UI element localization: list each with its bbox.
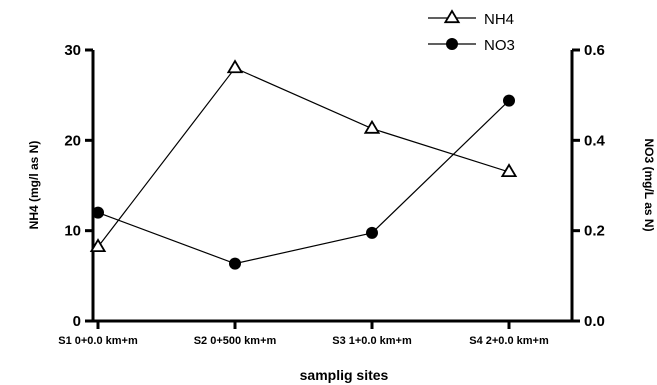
legend-marker	[443, 9, 461, 24]
series-line-no3	[97, 100, 510, 265]
y-left-tick-label: 30	[64, 42, 81, 59]
series-no3	[92, 94, 515, 270]
legend-item-nh4: NH4	[428, 9, 514, 28]
x-tick-label: S3 1+0.0 km+m	[332, 335, 412, 347]
y-left-tick-label: 20	[64, 132, 81, 149]
axes	[91, 50, 574, 323]
legend-marker	[446, 38, 458, 50]
data-point-no3	[229, 257, 241, 270]
ticks: 0 10 20 30 0.0 0.2 0.4 0.6 S1 0+0.0 km+m S2 0+500…	[58, 42, 605, 347]
legend-label: NH4	[484, 11, 514, 28]
y-left-axis-title: NH4 (mg/l as N)	[27, 141, 41, 230]
y-right-tick-label: 0.6	[584, 42, 605, 59]
series-line-nh4	[97, 67, 510, 248]
series-layer	[89, 59, 518, 270]
data-point-no3	[366, 226, 378, 239]
data-point-no3	[92, 206, 104, 219]
data-point-nh4	[363, 119, 381, 134]
data-point-nh4	[226, 59, 244, 74]
y-right-tick-label: 0.4	[584, 132, 606, 149]
data-point-no3	[503, 94, 515, 107]
y-right-tick-label: 0.0	[584, 313, 605, 330]
data-point-nh4	[500, 163, 518, 178]
x-tick-label: S1 0+0.0 km+m	[58, 335, 138, 347]
legend-item-no3: NO3	[428, 37, 515, 54]
x-tick-label: S2 0+500 km+m	[194, 335, 277, 347]
y-right-tick-label: 0.2	[584, 223, 605, 240]
y-right-axis-title: NO3 (mg/L as N)	[642, 138, 656, 231]
x-axis-title: samplig sites	[300, 367, 389, 383]
legend-label: NO3	[484, 37, 515, 54]
legend: NH4 NO3	[428, 9, 515, 54]
data-point-nh4	[89, 238, 107, 253]
series-nh4	[89, 59, 518, 253]
x-tick-label: S4 2+0.0 km+m	[469, 335, 549, 347]
y-left-tick-label: 0	[73, 313, 81, 330]
y-left-tick-label: 10	[64, 223, 81, 240]
